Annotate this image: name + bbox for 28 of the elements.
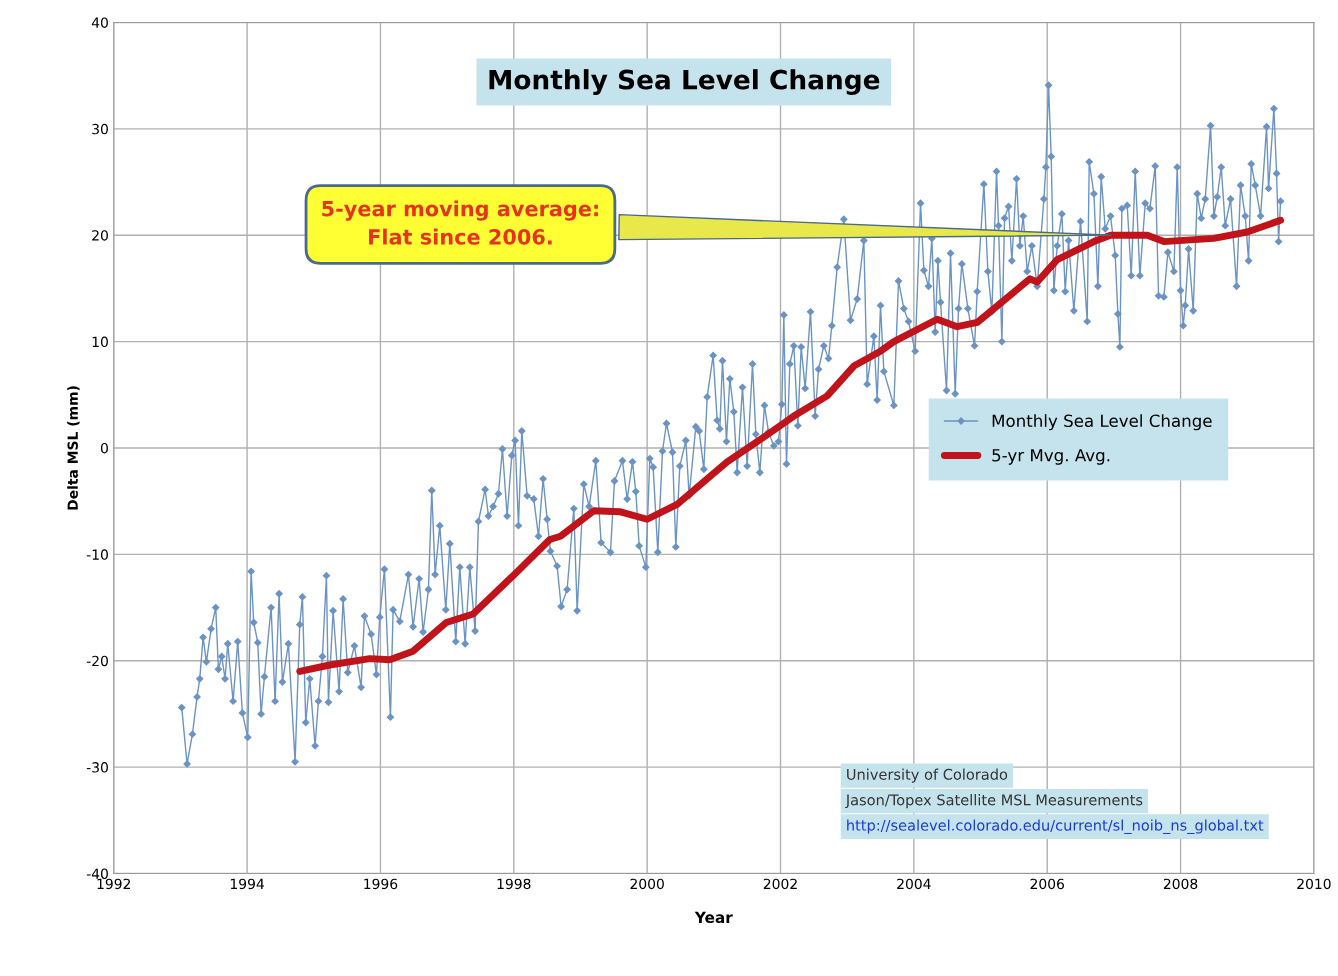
- y-tick-label: -20: [86, 655, 108, 667]
- legend-label: Monthly Sea Level Change: [992, 414, 1212, 431]
- y-tick-label: 10: [92, 336, 108, 348]
- y-tick-label: 40: [91, 17, 108, 28]
- x-tick-label: 2000: [630, 878, 664, 890]
- y-tick-label: 20: [92, 230, 108, 241]
- x-tick-label: 2004: [897, 878, 931, 890]
- x-tick-label: 2002: [763, 878, 797, 890]
- x-tick-label: 1992: [97, 878, 131, 890]
- y-tick-label: 30: [92, 123, 108, 135]
- y-axis-title: Delta MSL (mm): [67, 386, 80, 510]
- x-tick-label: 1994: [230, 878, 264, 890]
- text: Monthly Sea Level Change: [489, 69, 880, 95]
- y-tick-label: 0: [100, 442, 108, 454]
- legend-label: 5-yr Mvg. Avg.: [992, 449, 1110, 465]
- x-tick-label: 2006: [1030, 878, 1065, 890]
- annotation: University of Colorado: [847, 768, 1008, 783]
- annotation: 5-year moving average: Flat since 2006.: [322, 200, 598, 245]
- x-tick-label: 2008: [1163, 878, 1198, 890]
- x-axis-title: Year: [694, 911, 733, 924]
- x-tick-label: 1996: [364, 878, 398, 890]
- y-tick-label: -10: [86, 549, 108, 560]
- annotation: Jason/Topex Satellite MSL Measurements: [845, 794, 1143, 809]
- x-tick-label: 1998: [497, 878, 531, 890]
- y-tick-label: -30: [86, 762, 108, 773]
- y-tick-label: -40: [86, 868, 108, 879]
- x-tick-label: 2010: [1297, 878, 1331, 890]
- annotation: http://sealevel.colorado.edu/current/sl_noib_ns_global.txt: [847, 819, 1264, 834]
